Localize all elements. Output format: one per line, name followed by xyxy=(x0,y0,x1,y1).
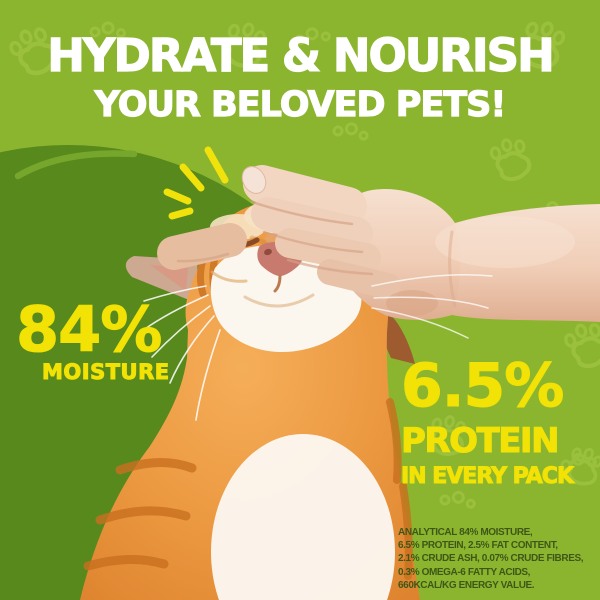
thumb xyxy=(157,223,247,270)
protein-value: 6.5% xyxy=(400,351,564,421)
hand-illustration xyxy=(157,165,600,322)
fine-print: ANALYTICAL 84% MOISTURE, 6.5% PROTEIN, 2… xyxy=(398,526,584,592)
forearm xyxy=(441,204,600,322)
finger xyxy=(275,228,381,273)
finger xyxy=(243,165,367,225)
headline-line2: YOUR BELOVED PETS! xyxy=(94,85,507,125)
fingernail xyxy=(241,166,267,194)
wrist-crease xyxy=(448,230,457,308)
fingers xyxy=(157,165,401,299)
fine-print-line: 0.3% OMEGA-6 FATTY ACIDS, xyxy=(398,566,531,578)
moisture-label: MOISTURE xyxy=(42,360,170,384)
cat-right-ear-icon xyxy=(381,308,415,364)
cat-mouth xyxy=(273,274,282,293)
cheek-crease xyxy=(210,270,248,283)
finger-creases xyxy=(176,200,374,276)
fine-print-line: 2.1% CRUDE ASH, 0.07% CRUDE FIBRES, xyxy=(398,553,584,565)
knuckle-shadow xyxy=(386,290,438,316)
nostril xyxy=(264,248,272,256)
cat-smile xyxy=(243,293,315,308)
fine-print-line: 660KCAL/KG ENERGY VALUE. xyxy=(398,579,535,591)
moisture-value: 84% xyxy=(15,293,162,366)
finger xyxy=(251,197,373,251)
hand-highlight xyxy=(435,216,575,268)
cat-left-ear-inner xyxy=(150,265,188,291)
protein-label: PROTEIN xyxy=(400,421,560,461)
headline-line1: HYDRATE & NOURISH xyxy=(47,29,556,82)
fine-print-line: ANALYTICAL 84% MOISTURE, xyxy=(398,527,533,538)
fine-print-line: 6.5% PROTEIN, 2.5% FAT CONTENT, xyxy=(398,540,558,552)
cat-whiskers-right xyxy=(371,274,493,339)
finger xyxy=(317,259,401,299)
cat-chest xyxy=(211,434,395,600)
cat-whiskers-left xyxy=(141,285,221,421)
sparkle-icon xyxy=(163,146,229,220)
protein-sublabel: IN EVERY PACK xyxy=(401,464,575,489)
